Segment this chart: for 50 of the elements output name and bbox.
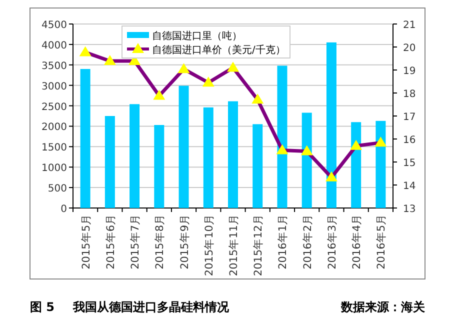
- source-note: 数据来源：海关: [340, 300, 426, 314]
- bar: [154, 124, 164, 208]
- x-tick-label: 2015年9月: [178, 214, 191, 270]
- y2-tick-label: 15: [403, 158, 416, 169]
- x-tick-label: 2016年1月: [277, 214, 290, 270]
- y-tick-label: 3000: [42, 81, 67, 92]
- x-tick-label: 2016年2月: [302, 214, 314, 270]
- legend-label: 自德国进口单价（美元/千克）: [152, 44, 286, 56]
- x-tick-label: 2016年5月: [376, 214, 388, 270]
- y-tick-label: 2500: [42, 102, 67, 113]
- y2-tick-label: 21: [403, 20, 416, 31]
- x-tick-label: 2015年6月: [104, 214, 117, 270]
- bar: [302, 112, 312, 208]
- text: 我国从德国进口多晶硅料情况: [72, 300, 230, 314]
- bar: [203, 107, 214, 208]
- y-tick-label: 4500: [42, 20, 67, 31]
- bar: [376, 120, 386, 208]
- bar: [326, 42, 336, 208]
- y2-tick-label: 13: [403, 204, 416, 215]
- y2-tick-label: 14: [403, 181, 416, 192]
- y-tick-label: 1500: [42, 142, 67, 154]
- bar: [80, 68, 90, 208]
- y-tick-label: 4000: [42, 40, 67, 52]
- bar: [277, 66, 288, 208]
- y2-tick-label: 17: [403, 112, 416, 123]
- x-tick-label: 2015年10月: [203, 214, 216, 276]
- y2-tick-label: 18: [403, 89, 416, 100]
- x-tick-label: 2015年8月: [154, 214, 166, 270]
- x-tick-label: 2016年4月: [351, 214, 364, 270]
- bar: [351, 122, 362, 208]
- x-tick-label: 2015年7月: [130, 214, 142, 270]
- x-tick-label: 2015年11月: [228, 214, 240, 276]
- y-tick-label: 3500: [42, 60, 67, 72]
- y-tick-label: 1000: [42, 163, 67, 174]
- y2-tick-label: 19: [403, 66, 416, 77]
- bar: [104, 116, 115, 208]
- y-tick-label: 0: [60, 204, 67, 215]
- legend-label: 自德国进口里（吨）: [152, 30, 242, 42]
- bar: [130, 104, 140, 208]
- y2-tick-label: 16: [403, 135, 416, 146]
- bar: [178, 86, 189, 208]
- x-tick-label: 2015年12月: [252, 214, 265, 276]
- caption: 图 5: [30, 300, 55, 314]
- y-tick-label: 2000: [42, 122, 67, 134]
- y-tick-label: 500: [48, 184, 67, 195]
- y2-tick-label: 20: [403, 43, 416, 54]
- x-tick-label: 2015年5月: [80, 214, 92, 270]
- x-tick-label: 2016年3月: [326, 214, 338, 270]
- bar: [252, 124, 263, 208]
- bar: [228, 101, 238, 208]
